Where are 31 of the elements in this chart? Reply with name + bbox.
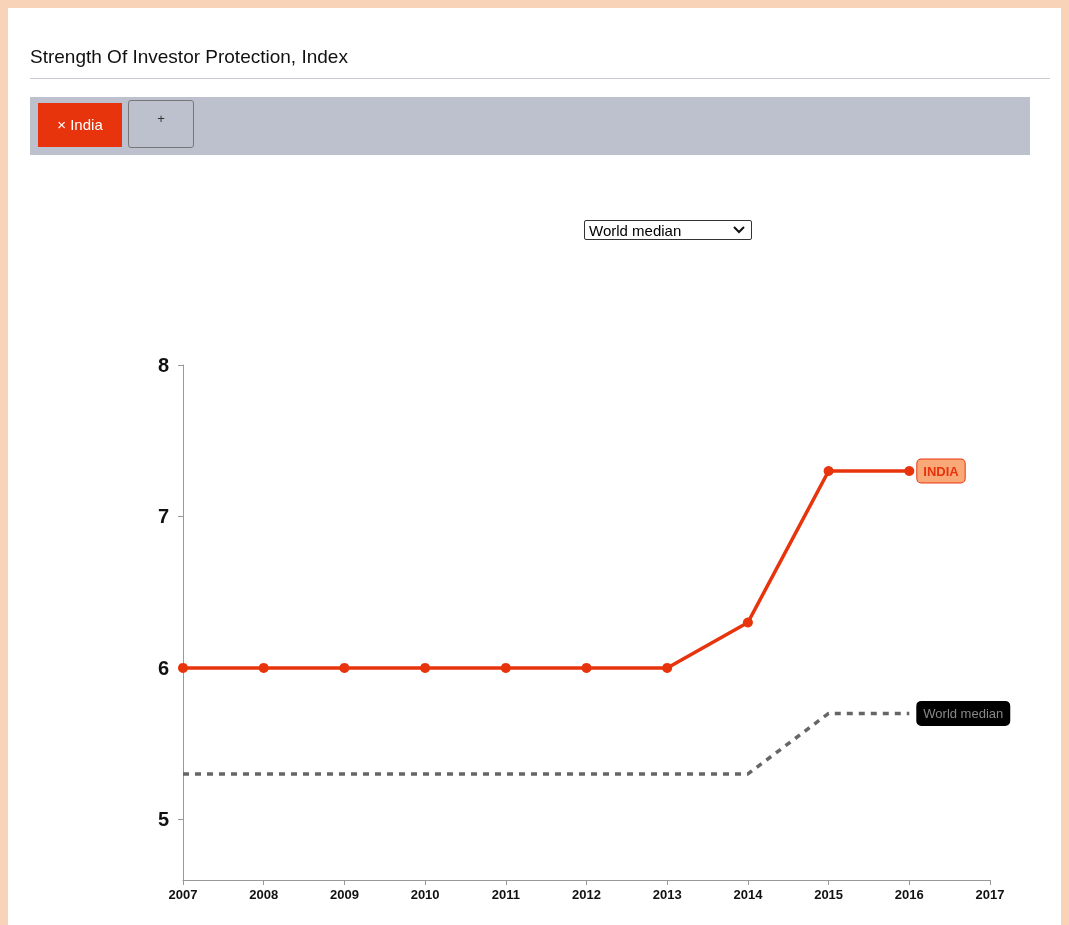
point [662,662,673,673]
x-tick-label: 2011 [491,887,520,902]
text: + [128,100,194,148]
x-tick-label: 2007 [168,887,198,902]
x-tick-label: 2017 [975,887,1005,902]
series-label: World median [923,705,1004,721]
y-tick-label: 5 [157,808,169,831]
y-tick-label: 6 [157,656,169,679]
text: World median [589,222,682,239]
point [420,662,431,673]
point [178,662,188,673]
point [742,617,753,628]
series-label: INDIA [923,463,960,479]
point [258,662,269,673]
x-tick-label: 2015 [814,887,844,902]
x-tick-label: 2010 [410,887,440,902]
x-tick-label: 2013 [652,887,682,902]
chart-title: Strength Of Investor Protection, Index [30,46,348,68]
x-tick-label: 2016 [894,887,924,902]
x-tick-label: 2012 [572,887,601,902]
point [339,662,350,673]
y-tick-label: 8 [157,354,169,376]
point [904,466,915,477]
x-tick-label: 2009 [329,887,359,902]
point [581,662,592,673]
point [823,466,834,477]
x-tick-label: 2014 [733,887,764,902]
y-tick-label: 7 [157,505,169,528]
text: × India [38,103,122,147]
point [500,662,511,673]
x-tick-label: 2008 [249,887,279,902]
